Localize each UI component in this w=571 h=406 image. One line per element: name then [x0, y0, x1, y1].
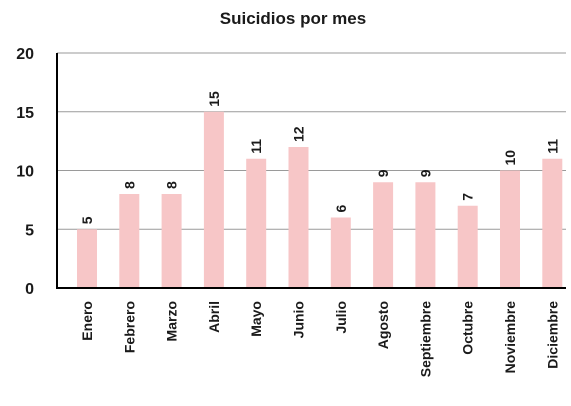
bar [330, 217, 351, 288]
bar [161, 194, 182, 288]
x-tick-label: Noviembre [502, 301, 518, 374]
data-label: 8 [121, 181, 137, 189]
y-tick-label: 15 [16, 105, 34, 122]
bar [500, 170, 520, 288]
bar [203, 111, 224, 288]
chart-title: Suicidios por mes [220, 9, 366, 28]
x-tick-label: Diciembre [544, 301, 560, 369]
data-label: 9 [375, 169, 391, 177]
data-label: 7 [460, 193, 476, 201]
x-tick-label: Abril [206, 301, 222, 333]
x-tick-label: Marzo [164, 301, 180, 341]
data-label: 11 [248, 139, 264, 154]
gridlines [57, 52, 566, 230]
data-label: 8 [164, 181, 180, 189]
data-labels: 5 8 8 15 11 12 6 9 9 7 10 11 [79, 91, 560, 224]
y-tick-label: 10 [16, 164, 34, 181]
x-tick-label: Febrero [121, 301, 137, 353]
bar [288, 147, 309, 288]
x-tick-label: Octubre [460, 301, 476, 355]
x-tick-label: Julio [333, 301, 349, 334]
data-label: 9 [417, 169, 433, 177]
x-tick-label: Agosto [375, 301, 391, 349]
bar [77, 229, 97, 288]
data-label: 6 [333, 205, 349, 213]
bars [77, 111, 563, 288]
x-tick-label: Junio [291, 301, 307, 338]
x-tick-labels: Enero Febrero Marzo Abril Mayo Junio Julio Agos… [79, 301, 560, 377]
x-tick-label: Enero [79, 301, 95, 341]
data-label: 15 [206, 91, 222, 107]
bar [246, 158, 267, 288]
bar [457, 205, 478, 288]
y-tick-label: 20 [16, 46, 34, 63]
x-tick-label: Mayo [248, 301, 264, 337]
bar [119, 194, 140, 288]
bar [373, 182, 394, 288]
x-tick-label: Septiembre [417, 301, 433, 377]
y-tick-labels: 0 5 10 15 20 [16, 46, 34, 298]
y-tick-label: 5 [25, 222, 34, 239]
bar [542, 158, 563, 288]
data-label: 5 [79, 216, 95, 224]
y-tick-label: 0 [25, 281, 34, 298]
data-label: 10 [502, 150, 518, 166]
data-label: 11 [544, 139, 560, 154]
data-label: 12 [291, 126, 307, 142]
bar [415, 182, 436, 288]
